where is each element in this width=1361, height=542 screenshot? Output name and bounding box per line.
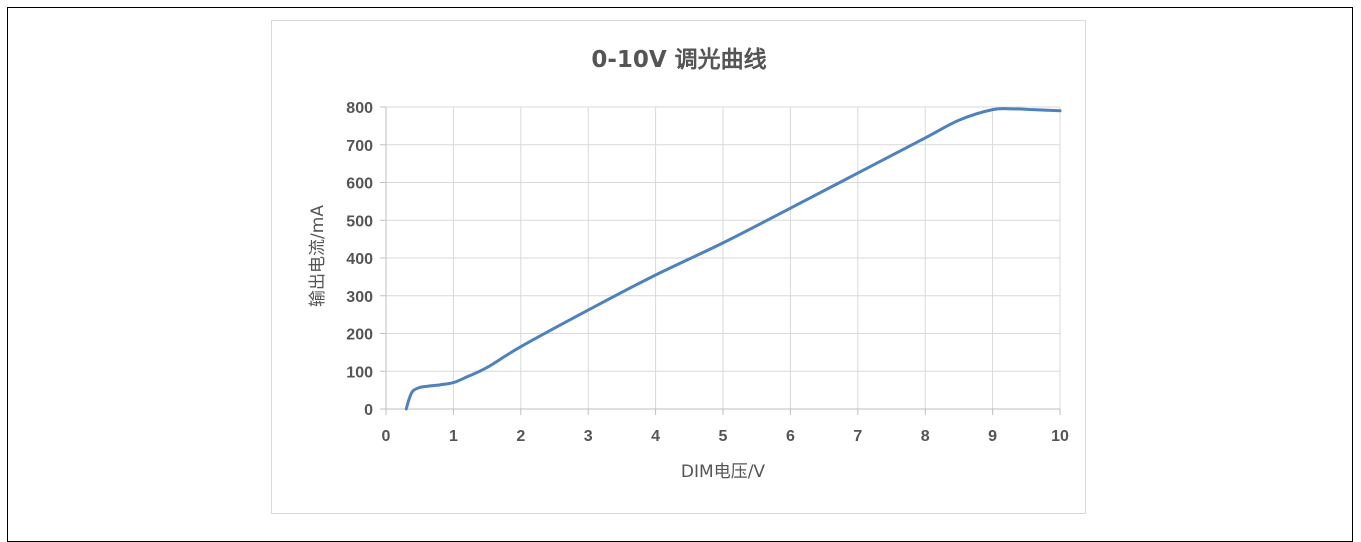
y-tick-label: 200 bbox=[346, 327, 373, 344]
chart-area bbox=[271, 20, 1086, 514]
y-tick-label: 300 bbox=[346, 289, 373, 306]
x-axis-label: DIM电压/V bbox=[681, 462, 765, 482]
x-tick-label: 8 bbox=[921, 428, 930, 445]
x-tick-label: 4 bbox=[651, 428, 660, 445]
series-layer bbox=[404, 107, 1062, 411]
y-axis-ticks: 0 100 200 300 400 500 600 700 800 bbox=[346, 100, 386, 419]
x-axis-ticks: 0 1 2 3 4 5 6 7 8 9 10 bbox=[382, 409, 1069, 445]
y-tick-label: 100 bbox=[346, 364, 373, 381]
chart-title: 0-10V 调光曲线 bbox=[591, 46, 766, 73]
x-tick-label: 1 bbox=[449, 428, 458, 445]
y-tick-label: 500 bbox=[346, 213, 373, 230]
y-tick-label: 800 bbox=[346, 100, 373, 117]
gridlines bbox=[385, 106, 1061, 410]
y-tick-label: 600 bbox=[346, 176, 373, 193]
x-tick-label: 3 bbox=[584, 428, 593, 445]
x-tick-label: 6 bbox=[786, 428, 795, 445]
x-tick-label: 0 bbox=[382, 428, 391, 445]
y-axis-label: 输出电流/mA bbox=[308, 205, 328, 307]
y-tick-label: 700 bbox=[346, 138, 373, 155]
x-tick-label: 2 bbox=[516, 428, 525, 445]
x-tick-label: 5 bbox=[719, 428, 728, 445]
x-tick-label: 7 bbox=[853, 428, 862, 445]
series-line bbox=[404, 107, 1062, 411]
x-tick-label: 9 bbox=[988, 428, 997, 445]
x-tick-label: 10 bbox=[1051, 428, 1069, 445]
y-tick-label: 400 bbox=[346, 251, 373, 268]
y-tick-label: 0 bbox=[364, 402, 373, 419]
